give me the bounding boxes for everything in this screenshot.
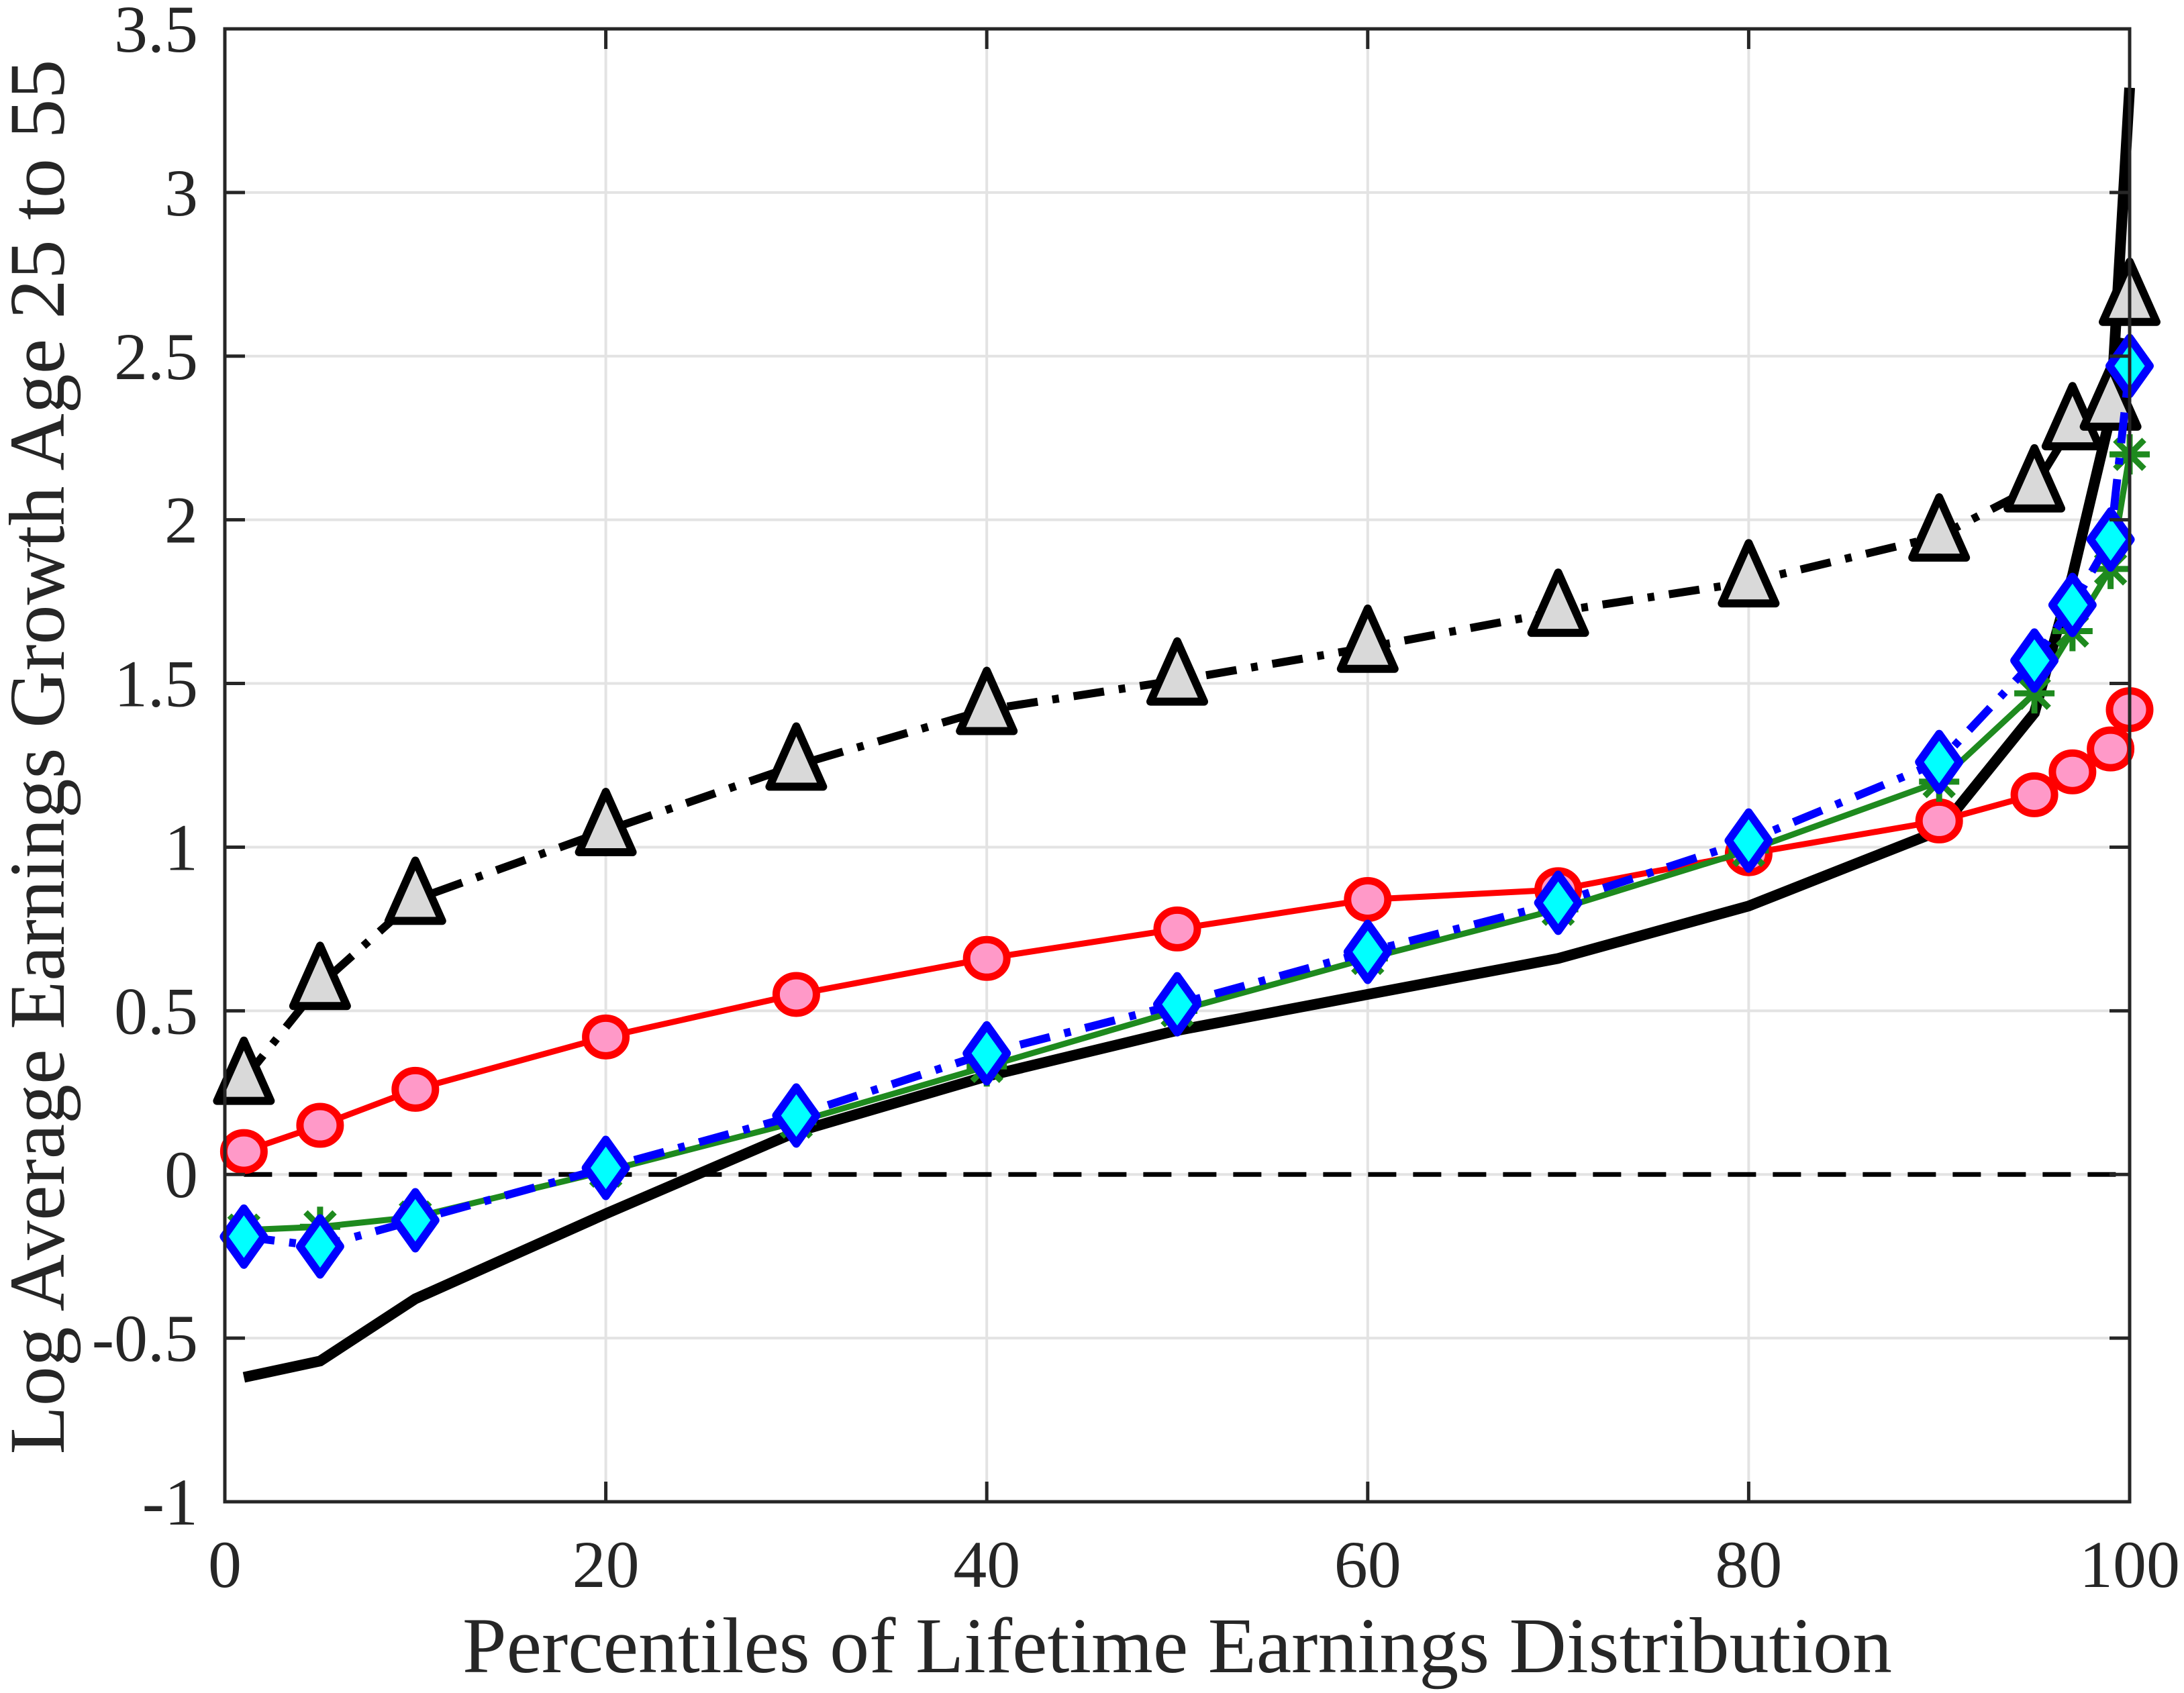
diamond-marker [2010,628,2059,693]
y-tick-label: -0.5 [92,1301,198,1376]
series-line [243,365,2134,1251]
triangle-marker [289,941,351,1011]
circle-marker [2010,772,2058,817]
triangle-marker [2003,444,2066,513]
tick-labels: 0 20 40 60 80 100 -1 -0.5 0 0.5 1 1.5 2 2.5 3 3.5 [92,0,2180,1602]
circle-marker [962,935,1011,981]
y-tick-label: 0.5 [114,974,198,1048]
y-tick-label: 1.5 [114,647,198,721]
circle-marker [2087,726,2135,772]
series-triangle-dashdot [213,257,2161,1105]
triangle-marker [213,1036,275,1105]
diamond-marker [2048,572,2097,637]
series-circle-red [219,687,2154,1174]
diamond-marker [772,1083,821,1148]
circle-marker [219,1129,268,1174]
plot-frame [223,27,2132,1504]
x-tick-label: 20 [573,1527,640,1602]
circle-marker [296,1102,344,1148]
x-tick-label: 100 [2079,1527,2180,1602]
circle-marker [2048,749,2097,794]
axes-frame [223,27,2132,1504]
data-series [213,87,2161,1383]
circle-marker [1153,906,1201,952]
circle-marker [1344,876,1392,922]
x-tick-label: 60 [1334,1527,1401,1602]
circle-marker [1915,798,1963,843]
diamond-marker [295,1214,344,1279]
y-tick-label: 0 [164,1137,198,1212]
diamond-marker [1153,972,1201,1037]
series-diamond-blue-dashdot [219,334,2154,1279]
triangle-marker [1146,637,1208,706]
diamond-marker [962,1021,1011,1086]
x-tick-label: 80 [1715,1527,1782,1602]
x-tick-label: 0 [208,1527,242,1602]
triangle-marker [765,722,828,791]
diamond-marker [581,1135,630,1200]
y-tick-label: 2 [164,483,198,558]
circle-marker [582,1014,630,1060]
series-black-solid-thick [242,87,2135,1383]
y-tick-label: 3.5 [114,0,198,66]
diamond-marker [1534,870,1583,935]
series-line [244,454,2133,1233]
diamond-marker [2086,507,2135,572]
triangle-marker [384,856,446,925]
x-tick-label: 40 [953,1527,1020,1602]
triangle-marker [956,666,1018,735]
circle-marker [772,972,820,1017]
diamond-marker [391,1188,440,1253]
series-star-green [224,434,2150,1251]
diamond-marker [1724,808,1773,873]
triangle-marker [575,788,637,856]
x-axis-label: Percentiles of Lifetime Earnings Distrib… [462,1602,1892,1690]
y-axis-label: Log Average Earnings Growth Age 25 to 55 [0,60,81,1455]
diamond-marker [219,1204,268,1269]
y-tick-label: -1 [142,1465,198,1539]
y-tick-label: 3 [164,156,198,230]
gridlines [224,28,2131,1503]
asterisk-marker [2014,673,2055,714]
triangle-marker [1908,493,1971,562]
circle-marker [391,1066,440,1112]
y-tick-label: 1 [164,810,198,884]
triangle-marker [1718,539,1780,608]
triangle-marker [1527,568,1589,637]
y-tick-label: 2.5 [114,319,198,394]
diamond-marker [1343,919,1392,984]
triangle-marker [1336,604,1399,673]
series-line [242,87,2135,1383]
diamond-marker [1915,729,1964,794]
